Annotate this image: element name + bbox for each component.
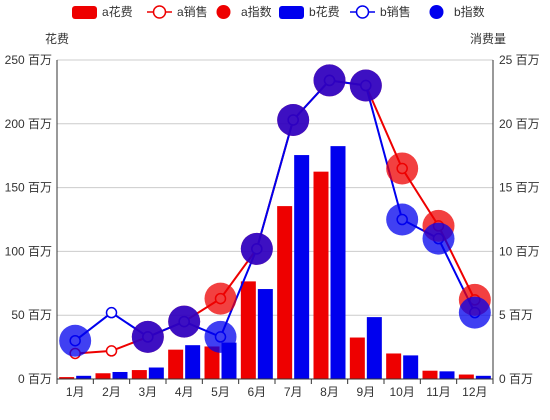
legend-swatch-bubble xyxy=(216,5,231,19)
line-layer xyxy=(69,74,481,360)
axis-layer: 0 百万 50 百万 100 百万 150 百万 200 百万 250 百万 0 百万 5 百… xyxy=(5,53,540,399)
bar xyxy=(422,370,438,379)
bar xyxy=(257,289,273,379)
bar xyxy=(313,171,329,379)
x-axis-tick-label: 8月 xyxy=(320,385,339,399)
bar xyxy=(386,353,402,379)
x-axis-tick-label: 4月 xyxy=(175,385,194,399)
bar xyxy=(366,317,382,379)
bar xyxy=(95,373,111,379)
left-axis-tick-label: 250 百万 xyxy=(5,53,52,67)
bar xyxy=(204,346,220,379)
left-axis-tick-label: 200 百万 xyxy=(5,117,52,131)
x-axis-tick-label: 1月 xyxy=(66,385,85,399)
legend-label: a指数 xyxy=(241,4,272,19)
left-axis-tick-label: 0 百万 xyxy=(18,372,52,386)
bar-layer xyxy=(59,146,491,379)
bar xyxy=(168,349,184,379)
bubble-point xyxy=(422,222,455,255)
legend-label: a花费 xyxy=(102,4,133,19)
legend: a花费 a销售 a指数 b花费 b销售 b指数 xyxy=(72,4,485,19)
line-point xyxy=(105,306,118,319)
bar xyxy=(330,146,346,379)
legend-swatch-marker xyxy=(152,5,167,19)
left-axis-tick-label: 150 百万 xyxy=(5,181,52,195)
bubble-point xyxy=(204,282,237,315)
bubble-point xyxy=(131,320,164,353)
bar xyxy=(349,337,365,379)
legend-item[interactable]: b花费 xyxy=(279,4,340,19)
legend-swatch-bar xyxy=(72,6,97,19)
bubble-point xyxy=(349,69,382,102)
bubble-layer xyxy=(59,64,491,357)
left-axis-tick-label: 100 百万 xyxy=(5,244,52,258)
bubble-point xyxy=(277,103,310,136)
legend-label: b花费 xyxy=(309,4,340,19)
x-axis-tick-label: 11月 xyxy=(426,385,450,399)
bubble-point xyxy=(204,320,237,353)
right-axis-tick-label: 10 百万 xyxy=(499,244,540,258)
x-axis-tick-label: 9月 xyxy=(356,385,375,399)
legend-item[interactable]: a指数 xyxy=(216,4,272,19)
legend-item[interactable]: b销售 xyxy=(350,4,411,19)
bubble-point xyxy=(240,232,273,265)
right-axis-tick-label: 25 百万 xyxy=(499,53,540,67)
bar xyxy=(458,374,474,379)
legend-label: a销售 xyxy=(177,4,208,19)
bar xyxy=(148,367,164,379)
bar xyxy=(475,375,491,379)
bar xyxy=(240,281,256,379)
right-axis-tick-label: 0 百万 xyxy=(499,372,533,386)
bubble-point xyxy=(59,324,92,357)
x-axis-tick-label: 10月 xyxy=(389,385,414,399)
legend-label: b指数 xyxy=(454,4,485,19)
x-axis-tick-label: 6月 xyxy=(247,385,266,399)
bar xyxy=(439,371,455,379)
legend-item[interactable]: b指数 xyxy=(429,4,485,19)
right-axis-tick-label: 20 百万 xyxy=(499,117,540,131)
bar xyxy=(76,375,92,379)
legend-swatch-bar xyxy=(279,6,304,19)
bar xyxy=(59,377,75,379)
legend-swatch-marker xyxy=(355,5,370,19)
bar xyxy=(131,370,147,379)
bubble-point xyxy=(168,305,201,338)
bubble-point xyxy=(386,203,419,236)
x-axis-tick-label: 12月 xyxy=(462,385,487,399)
bar xyxy=(403,355,419,379)
legend-label: b销售 xyxy=(380,4,411,19)
bubble-point xyxy=(386,152,419,185)
legend-item[interactable]: a销售 xyxy=(147,4,208,19)
legend-item[interactable]: a花费 xyxy=(72,4,133,19)
legend-swatch-bubble xyxy=(429,5,444,19)
bar xyxy=(294,155,310,379)
left-axis-title: 花费 xyxy=(45,31,69,46)
x-axis-tick-label: 3月 xyxy=(138,385,157,399)
bar xyxy=(277,206,293,379)
bubble-point xyxy=(458,296,491,329)
right-axis-title: 消费量 xyxy=(470,32,506,46)
bar xyxy=(112,371,128,379)
x-axis-tick-label: 5月 xyxy=(211,385,230,399)
x-axis-tick-label: 7月 xyxy=(284,385,303,399)
bubble-point xyxy=(313,64,346,97)
right-axis-tick-label: 5 百万 xyxy=(499,308,533,322)
x-axis-tick-label: 2月 xyxy=(102,385,121,399)
right-axis-tick-label: 15 百万 xyxy=(499,181,540,195)
line-point xyxy=(105,345,118,357)
bar xyxy=(185,345,201,379)
left-axis-tick-label: 50 百万 xyxy=(11,308,52,322)
